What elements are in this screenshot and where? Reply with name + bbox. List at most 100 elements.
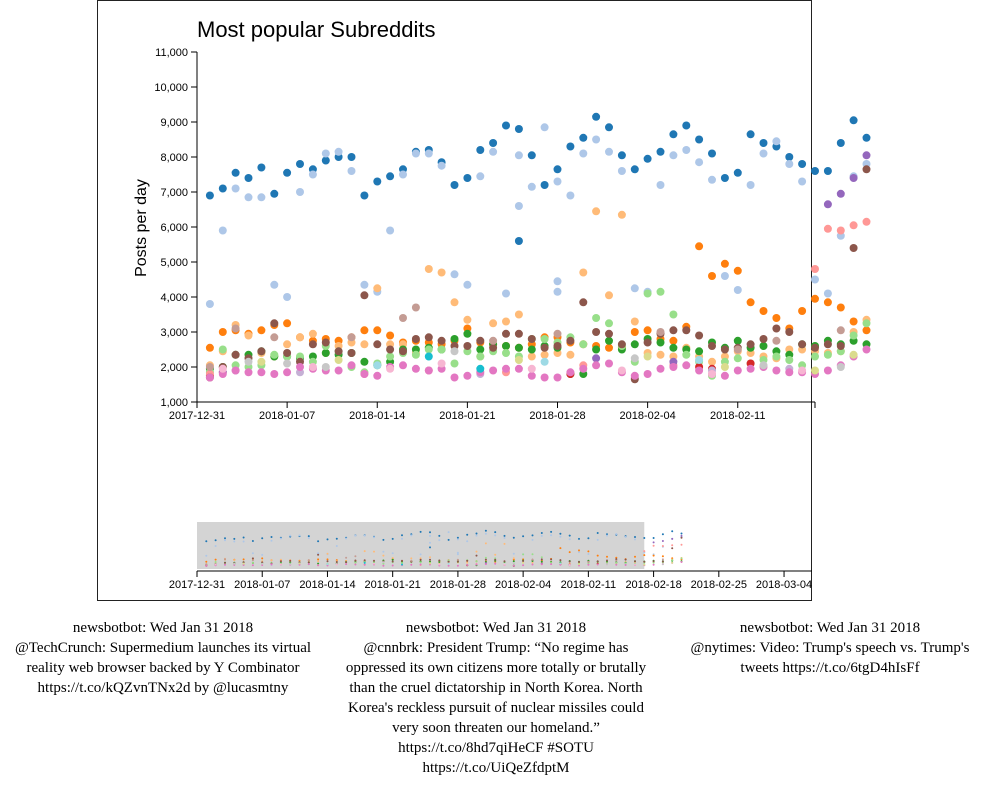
tweet-header: newsbotbot: Wed Jan 31 2018 — [72, 620, 254, 636]
context-point — [615, 559, 618, 562]
context-point — [615, 533, 618, 535]
y-tick-label: 3,000 — [160, 327, 188, 339]
data-point — [605, 336, 613, 345]
x-tick-label: 2018-01-14 — [349, 410, 405, 422]
data-point — [836, 363, 845, 371]
data-point — [257, 347, 266, 356]
data-point — [733, 168, 742, 177]
data-point — [785, 153, 794, 161]
context-point — [289, 534, 292, 537]
context-point — [391, 557, 394, 559]
context-point — [289, 563, 292, 566]
context-point — [326, 558, 329, 561]
data-point — [553, 287, 562, 296]
data-point — [463, 174, 472, 182]
data-point — [669, 336, 678, 345]
data-point — [772, 137, 781, 146]
context-x-tick-label: 2018-01-28 — [430, 579, 486, 591]
context-point — [242, 536, 245, 539]
context-point — [503, 542, 506, 545]
context-point — [661, 560, 664, 563]
context-point — [317, 540, 320, 543]
data-point — [244, 193, 253, 202]
context-point — [578, 537, 580, 540]
data-point — [360, 357, 369, 366]
context-point — [224, 558, 226, 561]
context-point — [401, 537, 403, 540]
context-x-tick-label: 2018-03-04 — [756, 579, 812, 591]
data-point — [836, 139, 845, 147]
data-point — [373, 284, 382, 293]
data-point — [617, 210, 626, 219]
context-point — [373, 536, 375, 539]
context-point — [429, 556, 431, 559]
context-point — [615, 561, 618, 564]
data-point — [540, 373, 549, 382]
context-point — [559, 547, 562, 550]
x-tick-label: 2017-12-31 — [169, 410, 225, 422]
data-point — [450, 181, 459, 189]
context-point — [475, 554, 478, 557]
data-point — [605, 291, 613, 300]
y-axis-label: Posts per day — [133, 179, 150, 277]
data-point — [746, 130, 755, 139]
context-point — [326, 560, 329, 563]
data-point — [823, 340, 832, 349]
context-point — [587, 563, 590, 566]
context-point — [298, 562, 301, 565]
context-point — [503, 563, 506, 566]
context-point — [382, 550, 385, 553]
data-point — [205, 373, 214, 382]
context-point — [550, 558, 553, 561]
data-point — [643, 326, 652, 335]
context-point — [438, 561, 441, 563]
data-point — [296, 188, 304, 196]
context-point — [680, 536, 683, 539]
data-point — [514, 343, 523, 352]
data-point — [450, 359, 459, 368]
data-point — [218, 184, 227, 193]
data-point — [540, 335, 549, 343]
context-point — [568, 564, 571, 567]
data-point — [437, 268, 446, 277]
data-point — [592, 361, 601, 370]
data-point — [373, 177, 382, 186]
context-point — [391, 560, 394, 563]
context-point — [242, 562, 245, 565]
context-point — [214, 539, 217, 542]
context-point — [596, 538, 599, 541]
data-point — [424, 149, 433, 158]
context-point — [550, 563, 553, 566]
data-point — [411, 303, 420, 312]
data-point — [862, 165, 871, 174]
context-point — [214, 545, 217, 547]
context-point — [680, 543, 683, 546]
data-point — [566, 350, 575, 359]
context-x-tick-label: 2018-01-14 — [299, 579, 355, 591]
data-point — [617, 151, 626, 160]
context-point — [419, 563, 422, 566]
context-point — [317, 558, 320, 561]
context-point — [643, 537, 646, 539]
context-point — [307, 537, 310, 539]
brush-handle-left[interactable] — [195, 522, 199, 569]
data-point — [605, 329, 613, 338]
context-point — [317, 564, 320, 567]
context-point — [661, 555, 664, 558]
data-point — [231, 324, 240, 333]
data-point — [720, 345, 729, 354]
data-point — [360, 291, 369, 300]
context-point — [531, 563, 534, 566]
data-point — [720, 371, 729, 380]
data-point — [244, 174, 253, 182]
data-point — [411, 364, 420, 373]
data-point — [669, 343, 678, 352]
context-point — [261, 561, 264, 564]
data-point — [450, 298, 459, 307]
data-point — [463, 280, 472, 289]
data-point — [849, 221, 858, 230]
data-point — [514, 237, 523, 245]
context-point — [531, 561, 534, 564]
data-point — [476, 364, 485, 373]
data-point — [630, 284, 639, 293]
